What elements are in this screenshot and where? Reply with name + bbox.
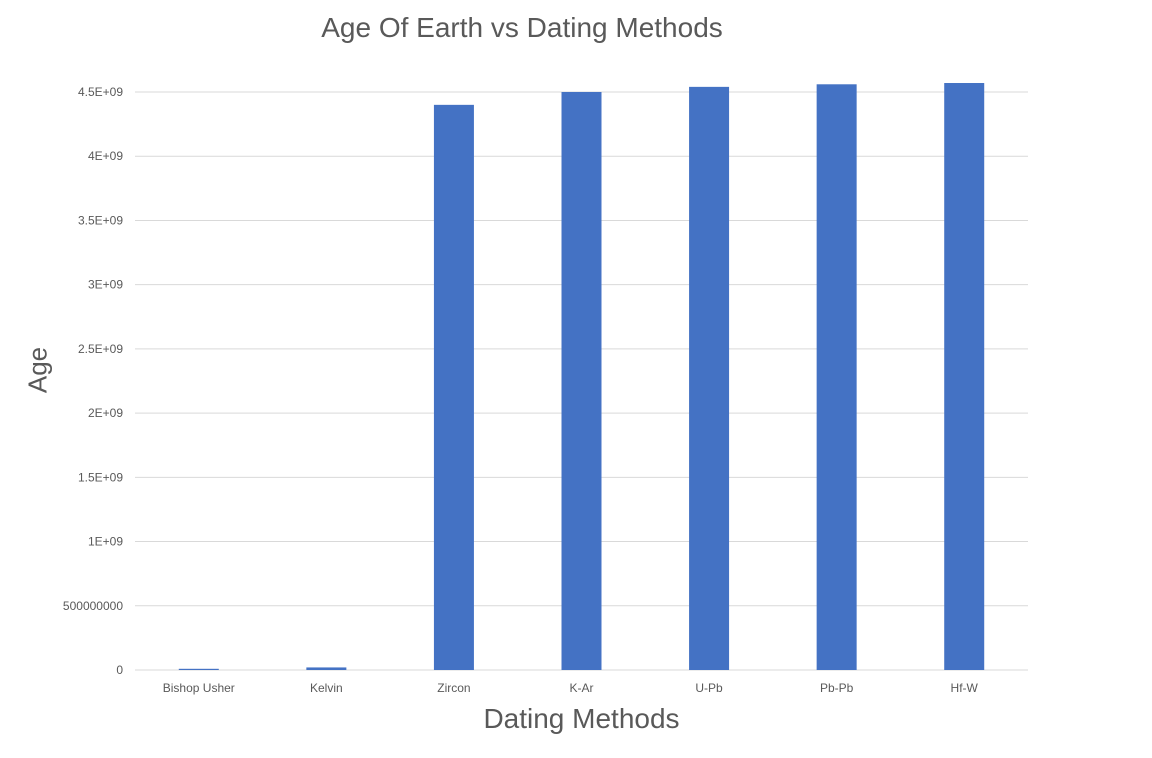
y-tick-label: 4E+09: [88, 149, 123, 163]
bar-zircon: [433, 104, 474, 671]
bar-kelvin: [306, 667, 347, 670]
x-tick-label: Kelvin: [310, 681, 343, 695]
x-tick-label: Bishop Usher: [163, 681, 235, 695]
bar-k-ar: [561, 92, 602, 670]
y-tick-label: 0: [116, 663, 123, 677]
y-tick-label: 4.5E+09: [78, 85, 123, 99]
x-tick-label: Pb-Pb: [820, 681, 854, 695]
y-tick-label: 1.5E+09: [78, 470, 123, 484]
bar-pb-pb: [816, 84, 857, 670]
bar-bishop-usher: [178, 668, 219, 670]
y-tick-label: 1E+09: [88, 535, 123, 549]
bar-u-pb: [689, 86, 730, 670]
chart-title: Age Of Earth vs Dating Methods: [321, 12, 723, 43]
x-tick-label: Zircon: [437, 681, 470, 695]
y-tick-label: 2E+09: [88, 406, 123, 420]
y-tick-label: 500000000: [63, 599, 123, 613]
x-tick-label: K-Ar: [570, 681, 594, 695]
x-tick-label: Hf-W: [951, 681, 979, 695]
bar-hf-w: [944, 83, 985, 670]
y-tick-label: 3E+09: [88, 278, 123, 292]
x-tick-label: U-Pb: [695, 681, 723, 695]
x-axis-label: Dating Methods: [483, 703, 680, 734]
y-tick-label: 3.5E+09: [78, 213, 123, 227]
y-tick-label: 2.5E+09: [78, 342, 123, 356]
